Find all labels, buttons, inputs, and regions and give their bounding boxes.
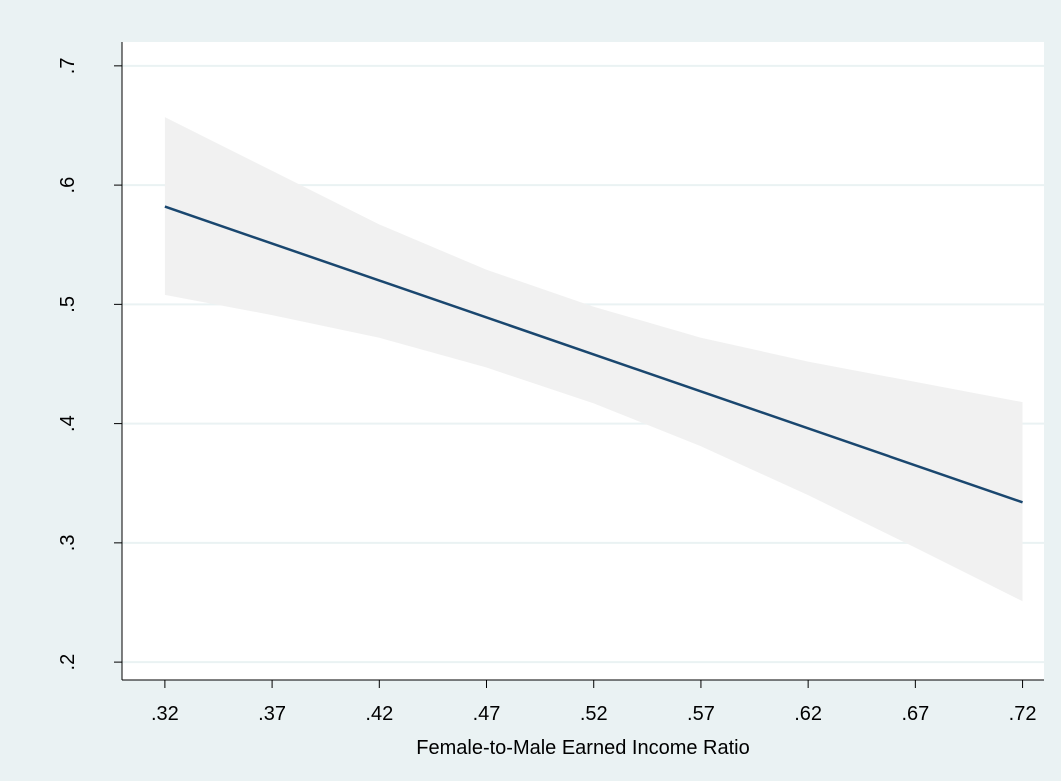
y-tick-label: .4 [57, 415, 79, 432]
x-tick-label: .37 [258, 703, 286, 725]
y-tick-label: .2 [57, 654, 79, 671]
y-tick-label: .6 [57, 177, 79, 194]
y-tick-label: .3 [57, 535, 79, 552]
x-tick-label: .57 [687, 703, 715, 725]
axes: .2 .3 .4 .5 .6 .7 .32 .37 .42 .47 .52 .57 .62 .67 .72 [57, 42, 1044, 725]
x-tick-label: .67 [901, 703, 929, 725]
fitted-line [164, 205, 1023, 504]
fit-line-layer [164, 205, 1023, 504]
y-tick-label: .7 [57, 58, 79, 75]
x-axis-title: Female-to-Male Earned Income Ratio [416, 737, 749, 759]
x-tick-label: .47 [473, 703, 501, 725]
confidence-band-layer [164, 117, 1023, 602]
x-tick-label: .32 [151, 703, 179, 725]
x-tick-label: .52 [580, 703, 608, 725]
x-tick-label: .62 [794, 703, 822, 725]
y-tick-label: .5 [57, 296, 79, 313]
x-tick-label: .72 [1009, 703, 1037, 725]
x-tick-label: .42 [365, 703, 393, 725]
confidence-band [164, 117, 1023, 602]
